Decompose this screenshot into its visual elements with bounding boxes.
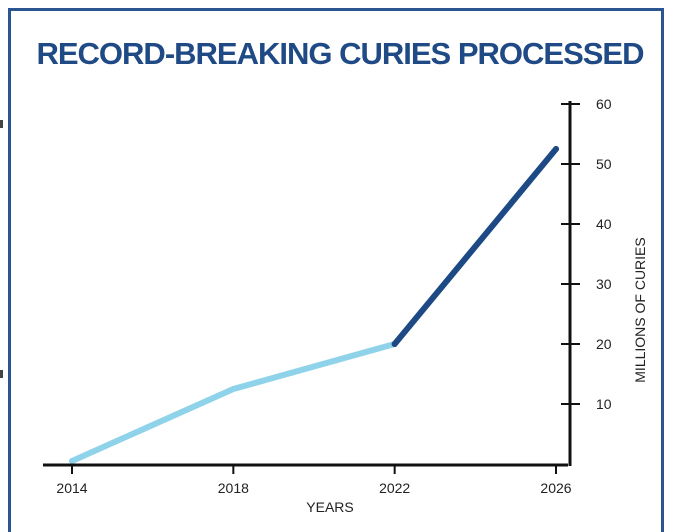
y-axis-title: MILLIONS OF CURIES — [632, 237, 648, 382]
page-edge-mark-bottom — [0, 370, 3, 378]
y-tick-label-1: 20 — [596, 336, 612, 352]
x-tick-layer: 2014 2018 2022 2026 — [56, 465, 572, 496]
chart-frame — [8, 8, 664, 532]
data-point-0-1 — [230, 386, 237, 392]
x-tick-label-1: 2018 — [218, 480, 249, 496]
x-axis-title: YEARS — [306, 499, 353, 515]
x-tick-label-3: 2026 — [540, 480, 571, 496]
y-tick-label-4: 50 — [596, 156, 612, 172]
data-point-0-0 — [69, 458, 75, 464]
series-0 — [69, 341, 398, 464]
series-line-0 — [69, 341, 398, 464]
page-edge-mark-top — [0, 120, 3, 128]
chart-title: RECORD-BREAKING CURIES PROCESSED — [36, 36, 644, 71]
y-tick-label-0: 10 — [596, 396, 612, 412]
data-point-1-0 — [391, 341, 398, 347]
y-tick-layer: 10 20 30 40 50 60 — [561, 96, 612, 412]
series-line-1 — [391, 146, 559, 347]
data-point-1-1 — [553, 146, 559, 152]
y-tick-label-5: 60 — [596, 96, 612, 112]
y-tick-label-2: 30 — [596, 276, 612, 292]
x-tick-label-2: 2022 — [379, 480, 410, 496]
x-tick-label-0: 2014 — [56, 480, 87, 496]
y-tick-label-3: 40 — [596, 216, 612, 232]
series-layer — [69, 146, 559, 464]
series-1 — [391, 146, 559, 347]
